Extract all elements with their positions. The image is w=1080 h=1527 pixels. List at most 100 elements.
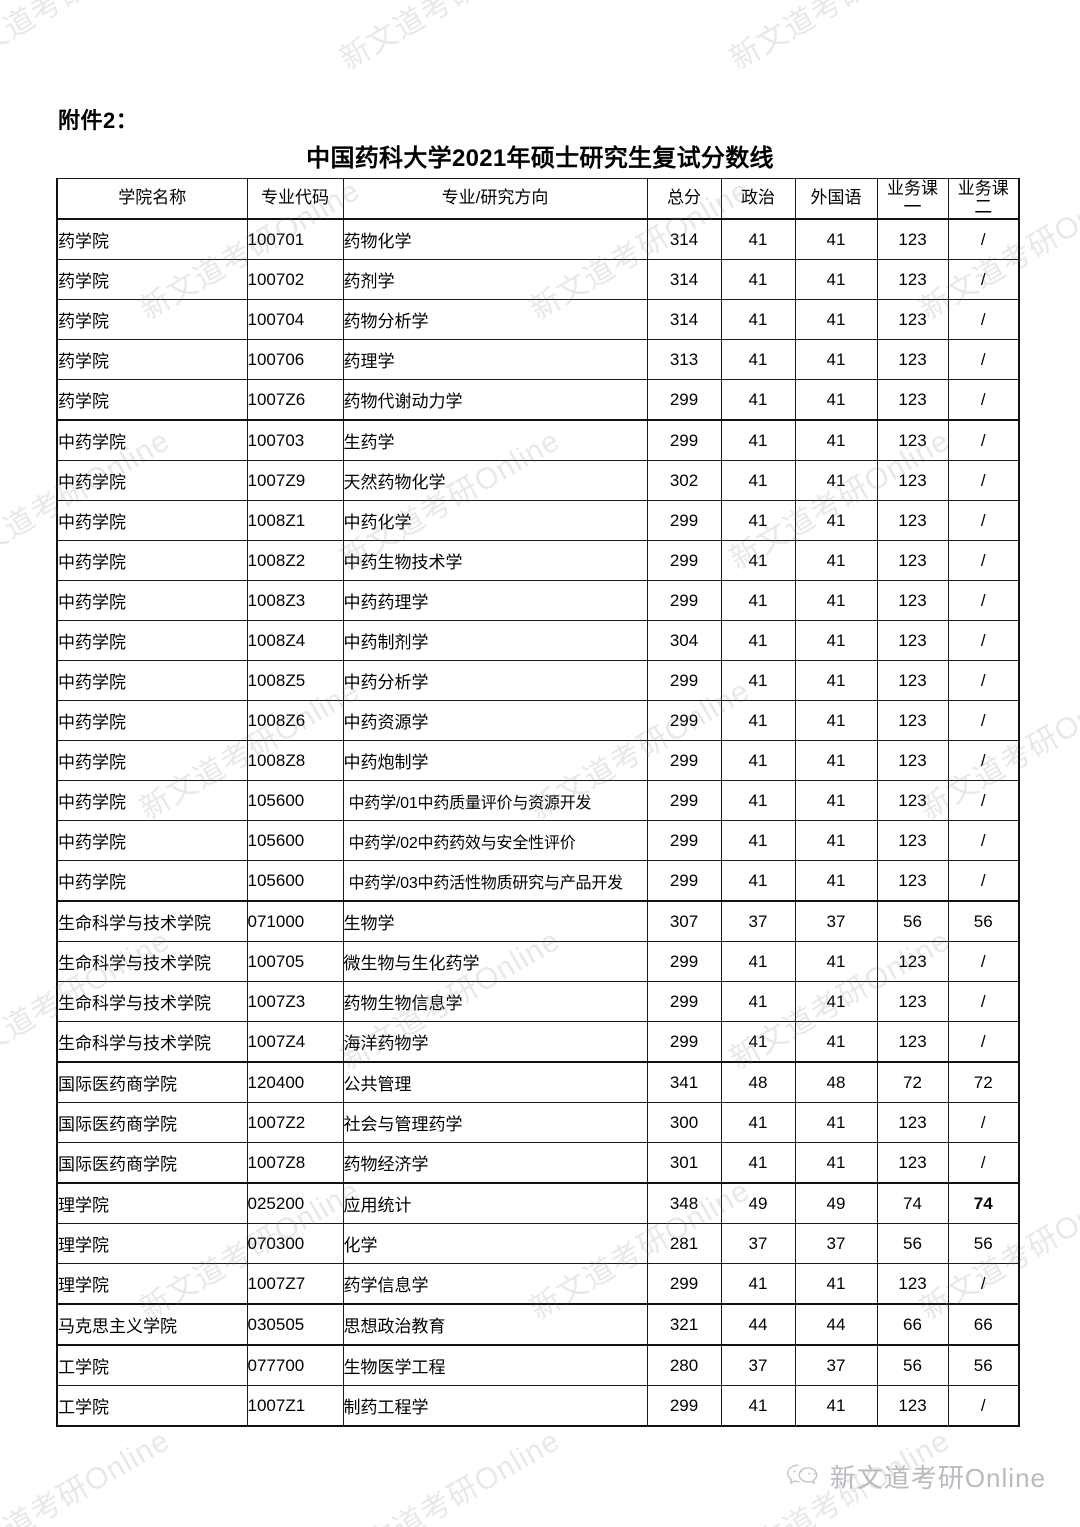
cell-prof1-score: 123 <box>876 500 949 541</box>
table-row: 生命科学与技术学院 1007Z4 海洋药物学 299 41 41 123/ <box>56 1021 1020 1063</box>
cell-prof1-score: 123 <box>876 740 949 781</box>
table-row: 药学院 100706 药理学 313 41 41 123/ <box>56 339 1020 380</box>
table-row: 工学院 1007Z1 制药工程学 299 41 41 123/ <box>56 1385 1020 1427</box>
table-row: 药学院 100702 药剂学 314 41 41 123/ <box>56 259 1020 300</box>
cell-total-score: 299 <box>646 740 722 781</box>
cell-prof2-score: 74 <box>947 1182 1020 1224</box>
cell-major-code: 1007Z2 <box>246 1102 344 1143</box>
table-row: 中药学院 105600 中药学/02中药药效与安全性评价 299 41 41 123/ <box>56 820 1020 861</box>
cell-total-score: 299 <box>646 1385 722 1427</box>
table-row: 马克思主义学院 030505 思想政治教育 321 44 44 66 66 <box>56 1303 1020 1346</box>
cell-major-code: 1007Z1 <box>246 1385 344 1427</box>
cell-college: 理学院 <box>56 1263 248 1305</box>
cell-total-score: 299 <box>646 1021 722 1063</box>
cell-total-score: 299 <box>646 540 722 581</box>
cell-foreign-score: 41 <box>794 820 878 861</box>
cell-politics-score: 41 <box>720 299 796 340</box>
cell-politics-score: 41 <box>720 1142 796 1184</box>
cell-major-code: 1008Z4 <box>246 620 344 661</box>
cell-prof1-score: 123 <box>876 700 949 741</box>
table-row: 药学院 1007Z6 药物代谢动力学 299 41 41 123/ <box>56 379 1020 421</box>
cell-prof2-score: / <box>947 299 1020 340</box>
cell-prof2-score: / <box>947 820 1020 861</box>
cell-total-score: 341 <box>646 1061 722 1103</box>
cell-total-score: 280 <box>646 1344 722 1386</box>
cell-foreign-score: 41 <box>794 218 878 260</box>
cell-prof1-score: 123 <box>876 820 949 861</box>
cell-politics-score: 41 <box>720 860 796 902</box>
table-row: 中药学院 100703 生药学 299 41 41 123/ <box>56 419 1020 461</box>
cell-college: 药学院 <box>56 218 248 260</box>
table-row: 中药学院 105600 中药学/03中药活性物质研究与产品开发 299 41 41 123/ <box>56 860 1020 902</box>
cell-prof2-score: / <box>947 339 1020 380</box>
cell-prof2-score: / <box>947 1385 1020 1427</box>
cell-major-direction: 药物化学 <box>342 218 648 260</box>
cell-prof2-score: 56 <box>947 900 1020 942</box>
cell-major-code: 100705 <box>246 941 344 982</box>
cell-foreign-score: 41 <box>794 460 878 501</box>
cell-foreign-score: 41 <box>794 1102 878 1143</box>
cell-major-code: 1007Z3 <box>246 981 344 1022</box>
cell-total-score: 299 <box>646 780 722 821</box>
cell-college: 马克思主义学院 <box>56 1303 248 1346</box>
cell-college: 中药学院 <box>56 500 248 541</box>
cell-foreign-score: 37 <box>794 1223 878 1264</box>
cell-prof1-score: 123 <box>876 379 949 421</box>
cell-prof2-score: / <box>947 860 1020 902</box>
cell-total-score: 299 <box>646 860 722 902</box>
cell-major-direction: 中药炮制学 <box>342 740 648 781</box>
cell-politics-score: 41 <box>720 820 796 861</box>
cell-politics-score: 41 <box>720 500 796 541</box>
cell-college: 中药学院 <box>56 660 248 701</box>
cell-major-direction: 思想政治教育 <box>342 1303 648 1346</box>
cell-major-code: 1007Z8 <box>246 1142 344 1184</box>
cell-prof2-score: / <box>947 1142 1020 1184</box>
cell-major-code: 1008Z3 <box>246 580 344 621</box>
cell-major-direction: 公共管理 <box>342 1061 648 1103</box>
table-body: 药学院 100701 药物化学 314 41 41 123/药学院 100702 药剂学 314 4… <box>56 218 1020 1427</box>
cell-major-code: 1007Z7 <box>246 1263 344 1305</box>
cell-college: 国际医药商学院 <box>56 1061 248 1103</box>
cell-college: 中药学院 <box>56 620 248 661</box>
cell-foreign-score: 41 <box>794 299 878 340</box>
cell-prof1-score: 66 <box>876 1303 949 1346</box>
cell-major-code: 1007Z9 <box>246 460 344 501</box>
table-row: 中药学院 1008Z2 中药生物技术学 299 41 41 123/ <box>56 540 1020 581</box>
table-row: 药学院 100701 药物化学 314 41 41 123/ <box>56 218 1020 260</box>
table-row: 理学院 025200 应用统计 348 49 49 74 74 <box>56 1182 1020 1224</box>
cell-college: 药学院 <box>56 339 248 380</box>
cell-major-code: 100702 <box>246 259 344 300</box>
cell-prof2-score: / <box>947 1102 1020 1143</box>
cell-politics-score: 41 <box>720 941 796 982</box>
cell-foreign-score: 41 <box>794 419 878 461</box>
cell-major-direction: 制药工程学 <box>342 1385 648 1427</box>
cell-total-score: 299 <box>646 580 722 621</box>
cell-prof1-score: 123 <box>876 259 949 300</box>
cell-total-score: 314 <box>646 259 722 300</box>
cell-politics-score: 41 <box>720 1102 796 1143</box>
cell-major-code: 105600 <box>246 860 344 902</box>
cell-prof1-score: 123 <box>876 941 949 982</box>
table-row: 生命科学与技术学院 1007Z3 药物生物信息学 299 41 41 123/ <box>56 981 1020 1022</box>
cell-college: 中药学院 <box>56 460 248 501</box>
cell-college: 理学院 <box>56 1182 248 1224</box>
table-row: 工学院 077700 生物医学工程 280 37 37 56 56 <box>56 1344 1020 1386</box>
cell-prof2-score: / <box>947 700 1020 741</box>
cell-prof1-score: 123 <box>876 660 949 701</box>
cell-total-score: 281 <box>646 1223 722 1264</box>
cell-major-code: 120400 <box>246 1061 344 1103</box>
cell-college: 生命科学与技术学院 <box>56 900 248 942</box>
cell-politics-score: 48 <box>720 1061 796 1103</box>
cell-politics-score: 41 <box>720 700 796 741</box>
table-header-row: 学院名称 专业代码 专业/研究方向 总分 政治 外国语 业务课 一 业务课 二 <box>56 178 1020 220</box>
table-row: 国际医药商学院 1007Z8 药物经济学 301 41 41 123/ <box>56 1142 1020 1184</box>
cell-foreign-score: 41 <box>794 1021 878 1063</box>
cell-total-score: 302 <box>646 460 722 501</box>
cell-total-score: 299 <box>646 379 722 421</box>
cell-total-score: 321 <box>646 1303 722 1346</box>
cell-prof2-score: / <box>947 981 1020 1022</box>
cell-total-score: 314 <box>646 299 722 340</box>
column-header-college: 学院名称 <box>56 178 248 220</box>
cell-prof2-score: / <box>947 540 1020 581</box>
